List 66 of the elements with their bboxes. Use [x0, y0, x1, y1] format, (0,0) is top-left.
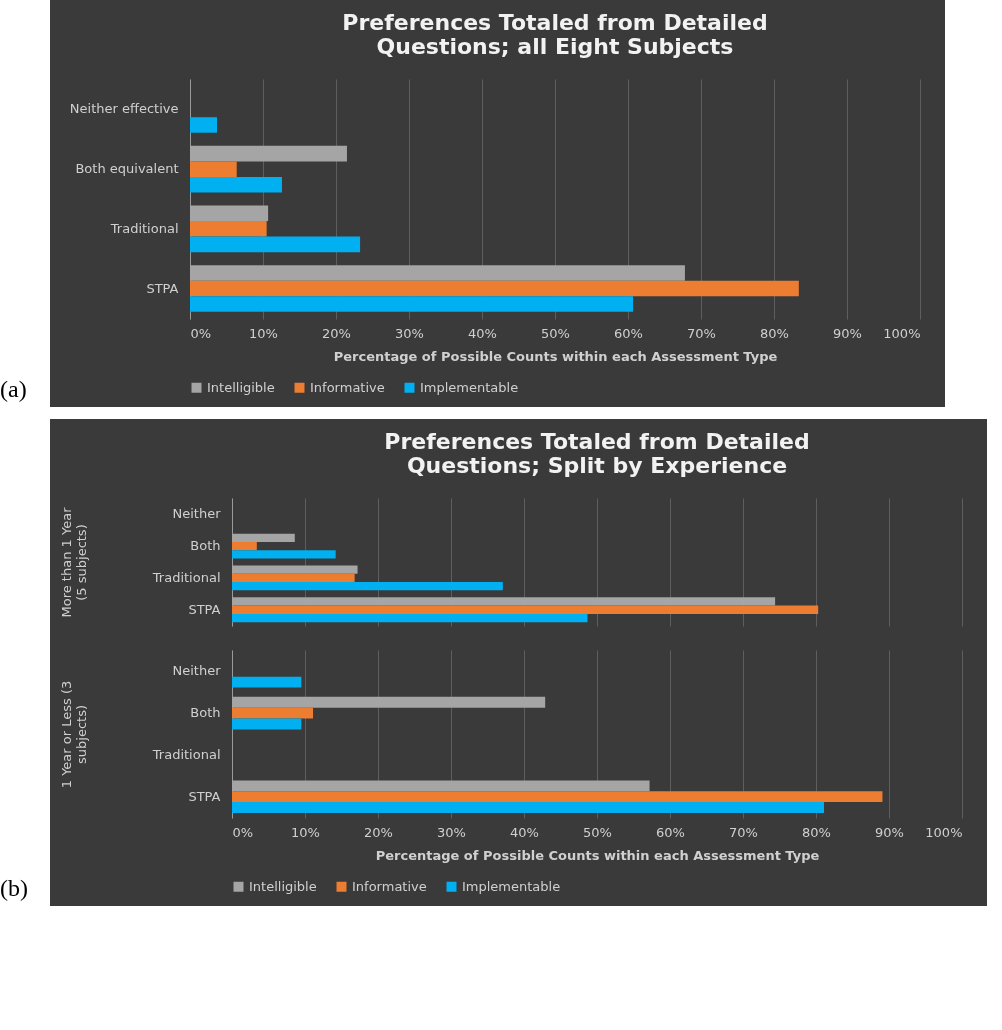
y-tick-label: Both	[190, 705, 221, 721]
x-tick-label: 50%	[541, 325, 570, 341]
x-tick-label: 30%	[437, 824, 466, 840]
y-axis-title: 1 Year or Less (3 subjects)	[58, 680, 89, 789]
x-tick-label: 80%	[802, 824, 831, 840]
chart-title: Preferences Totaled from Detailed Questions; all Eight Subjects	[342, 10, 768, 59]
bar	[232, 550, 336, 559]
x-axis-title: Percentage of Possible Counts within each Assessment Type	[375, 847, 820, 863]
bar	[232, 582, 503, 591]
bar	[232, 718, 302, 730]
x-axis-title: Percentage of Possible Counts within each Assessment Type	[333, 348, 778, 364]
legend-label: Implementable	[420, 379, 519, 395]
chart-title: Preferences Totaled from Detailed Questions; Split by Experience	[384, 429, 810, 478]
x-tick-label: 100%	[883, 325, 921, 341]
bar	[190, 161, 237, 177]
bar	[232, 676, 302, 688]
x-tick-label: 70%	[729, 824, 758, 840]
y-tick-label: Neither	[172, 663, 222, 679]
x-tick-label: 30%	[395, 325, 424, 341]
y-tick-label: Traditional	[151, 569, 221, 585]
y-tick-label: Neither	[172, 506, 222, 522]
x-tick-label: 20%	[364, 824, 393, 840]
x-tick-label: 50%	[583, 824, 612, 840]
x-tick-label: 40%	[510, 824, 539, 840]
y-tick-label: Traditional	[109, 220, 179, 236]
legend-label: Informative	[310, 379, 385, 395]
x-tick-label: 70%	[687, 325, 716, 341]
legend-label: Intelligible	[249, 878, 317, 894]
x-tick-label: 60%	[614, 325, 643, 341]
bar	[190, 296, 634, 312]
bar	[232, 541, 257, 551]
y-tick-label: Traditional	[151, 746, 221, 762]
y-tick-label: Neither effective	[69, 101, 179, 117]
bar	[190, 176, 282, 193]
x-tick-label: 0%	[190, 325, 212, 341]
x-tick-label: 60%	[656, 824, 685, 840]
x-tick-label: 40%	[468, 325, 497, 341]
x-tick-label: 20%	[322, 325, 351, 341]
y-tick-label: Both	[190, 538, 221, 554]
bar	[190, 236, 361, 253]
bar	[232, 573, 355, 583]
x-tick-label: 10%	[249, 325, 278, 341]
bar	[190, 280, 799, 297]
legend-label: Implementable	[462, 878, 561, 894]
bar	[232, 802, 825, 813]
x-tick-label: 90%	[833, 325, 862, 341]
y-tick-label: STPA	[146, 280, 179, 296]
y-tick-label: Both equivalent	[75, 161, 179, 177]
x-tick-label: 10%	[291, 824, 320, 840]
legend-label: Intelligible	[207, 379, 275, 395]
x-tick-label: 100%	[925, 824, 963, 840]
legend-label: Informative	[352, 878, 427, 894]
x-tick-label: 90%	[875, 824, 904, 840]
bar	[232, 613, 588, 623]
y-tick-label: STPA	[188, 601, 221, 617]
bar	[232, 707, 314, 719]
bar	[190, 221, 267, 237]
text: (a)	[0, 376, 28, 404]
bar	[232, 605, 819, 614]
bar	[232, 791, 883, 803]
bar	[190, 117, 218, 133]
x-tick-label: 0%	[232, 824, 254, 840]
y-tick-label: STPA	[188, 788, 221, 804]
x-tick-label: 80%	[760, 325, 789, 341]
y-axis-title: More than 1 Year (5 subjects)	[58, 506, 89, 618]
text: (b)	[0, 875, 29, 903]
